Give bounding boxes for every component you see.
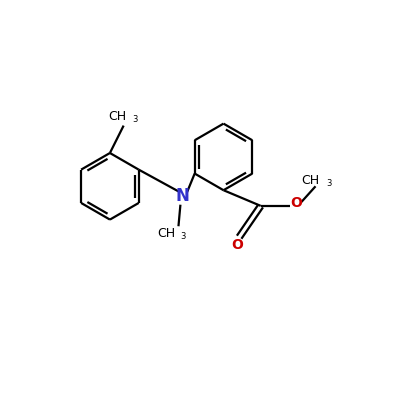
Text: O: O (231, 238, 243, 252)
Text: 3: 3 (132, 115, 138, 124)
Text: CH: CH (108, 110, 126, 123)
Text: N: N (176, 187, 189, 205)
Text: 3: 3 (326, 179, 332, 188)
Text: 3: 3 (180, 232, 186, 240)
Text: CH: CH (302, 174, 320, 187)
Text: CH: CH (158, 227, 176, 240)
Text: O: O (290, 196, 302, 210)
